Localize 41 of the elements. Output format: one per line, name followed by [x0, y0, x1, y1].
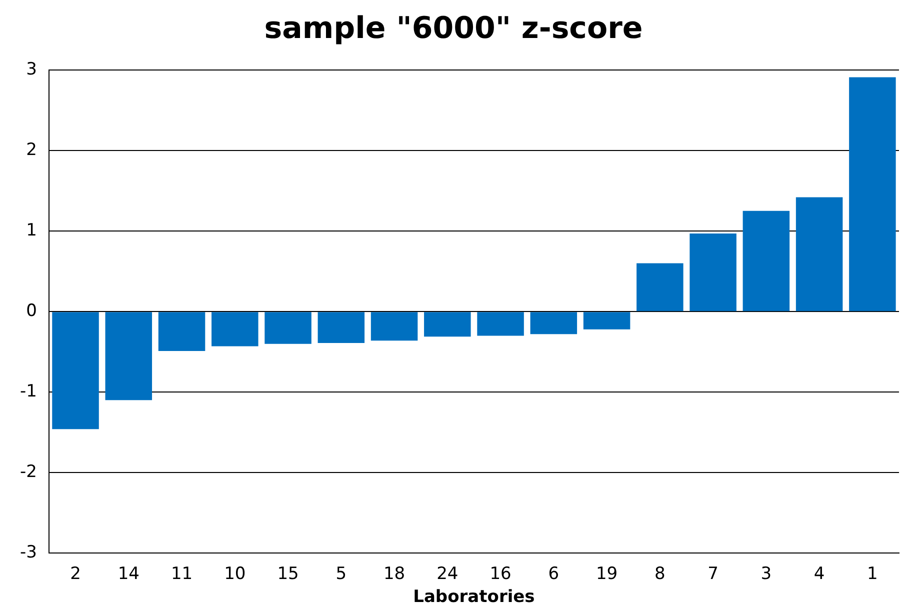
x-tick-label: 1	[867, 564, 878, 584]
chart-title: sample "6000" z-score	[264, 10, 643, 46]
x-tick-label: 19	[596, 564, 618, 584]
bar	[52, 312, 99, 430]
x-tick-label: 3	[760, 564, 772, 584]
x-tick-label: 18	[383, 564, 406, 584]
bar	[849, 77, 896, 312]
y-tick-label: 3	[26, 59, 37, 80]
bar	[158, 312, 206, 352]
x-tick-label: 4	[814, 564, 825, 584]
bar	[370, 312, 418, 341]
y-tick-label: -3	[20, 542, 37, 563]
x-tick-label: 24	[436, 564, 458, 584]
x-tick-label: 5	[336, 564, 347, 584]
bar	[318, 312, 365, 344]
bar	[477, 312, 524, 336]
bar	[105, 312, 152, 400]
bar	[690, 233, 736, 312]
bar	[583, 312, 630, 330]
x-tick-label: 7	[708, 564, 718, 584]
x-axis-title: Laboratories	[413, 587, 535, 608]
bar	[742, 210, 790, 312]
x-tick-label: 10	[224, 564, 246, 584]
bar	[530, 312, 578, 334]
y-tick-label: -2	[20, 462, 37, 482]
x-tick-label: 6	[548, 564, 560, 584]
bar	[212, 312, 258, 346]
bar	[424, 312, 471, 337]
y-tick-label: 1	[26, 220, 37, 240]
x-tick-label: 14	[118, 564, 140, 584]
x-tick-label: 11	[170, 564, 193, 584]
y-tick-label: -1	[20, 382, 37, 402]
bar	[264, 312, 312, 344]
y-tick-label: 2	[26, 140, 37, 160]
x-tick-label: 8	[654, 564, 666, 584]
bar	[636, 263, 684, 312]
bar	[796, 197, 843, 312]
x-tick-label: 2	[70, 564, 81, 584]
y-tick-label: 0	[26, 301, 37, 322]
x-tick-label: 16	[490, 564, 512, 584]
x-tick-label: 15	[277, 564, 299, 584]
